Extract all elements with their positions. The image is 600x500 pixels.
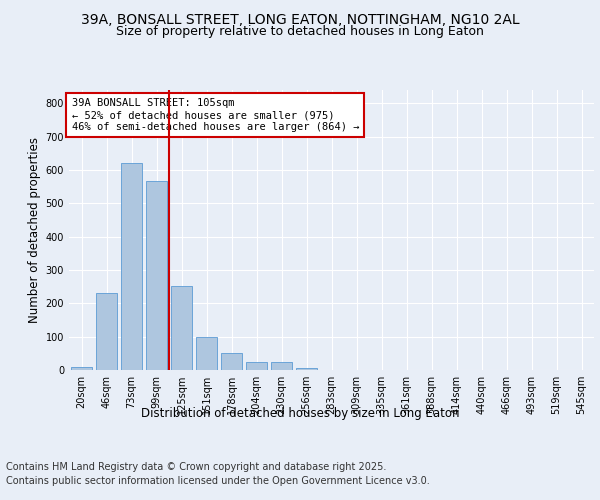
Text: Size of property relative to detached houses in Long Eaton: Size of property relative to detached ho… bbox=[116, 25, 484, 38]
Bar bbox=[271, 362, 292, 370]
Y-axis label: Number of detached properties: Number of detached properties bbox=[28, 137, 41, 323]
Text: Distribution of detached houses by size in Long Eaton: Distribution of detached houses by size … bbox=[141, 408, 459, 420]
Bar bbox=[196, 338, 217, 370]
Text: Contains public sector information licensed under the Open Government Licence v3: Contains public sector information licen… bbox=[6, 476, 430, 486]
Text: Contains HM Land Registry data © Crown copyright and database right 2025.: Contains HM Land Registry data © Crown c… bbox=[6, 462, 386, 472]
Text: 39A, BONSALL STREET, LONG EATON, NOTTINGHAM, NG10 2AL: 39A, BONSALL STREET, LONG EATON, NOTTING… bbox=[80, 12, 520, 26]
Bar bbox=[146, 181, 167, 370]
Bar bbox=[121, 164, 142, 370]
Bar bbox=[221, 354, 242, 370]
Bar bbox=[96, 292, 117, 370]
Bar bbox=[246, 362, 267, 370]
Text: 39A BONSALL STREET: 105sqm
← 52% of detached houses are smaller (975)
46% of sem: 39A BONSALL STREET: 105sqm ← 52% of deta… bbox=[71, 98, 359, 132]
Bar bbox=[171, 286, 192, 370]
Bar bbox=[71, 366, 92, 370]
Bar bbox=[296, 368, 317, 370]
